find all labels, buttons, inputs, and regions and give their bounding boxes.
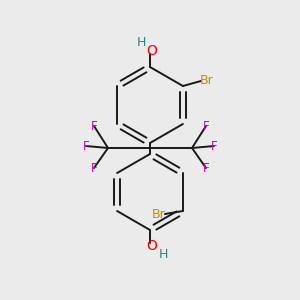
Text: F: F bbox=[203, 119, 209, 133]
Text: Br: Br bbox=[200, 74, 214, 86]
Text: F: F bbox=[203, 161, 209, 175]
Text: F: F bbox=[211, 140, 217, 152]
Text: O: O bbox=[147, 239, 158, 253]
Text: H: H bbox=[158, 248, 168, 262]
Text: F: F bbox=[83, 140, 89, 152]
Text: Br: Br bbox=[152, 208, 166, 221]
Text: O: O bbox=[147, 44, 158, 58]
Text: F: F bbox=[91, 119, 97, 133]
Text: F: F bbox=[91, 161, 97, 175]
Text: H: H bbox=[136, 35, 146, 49]
